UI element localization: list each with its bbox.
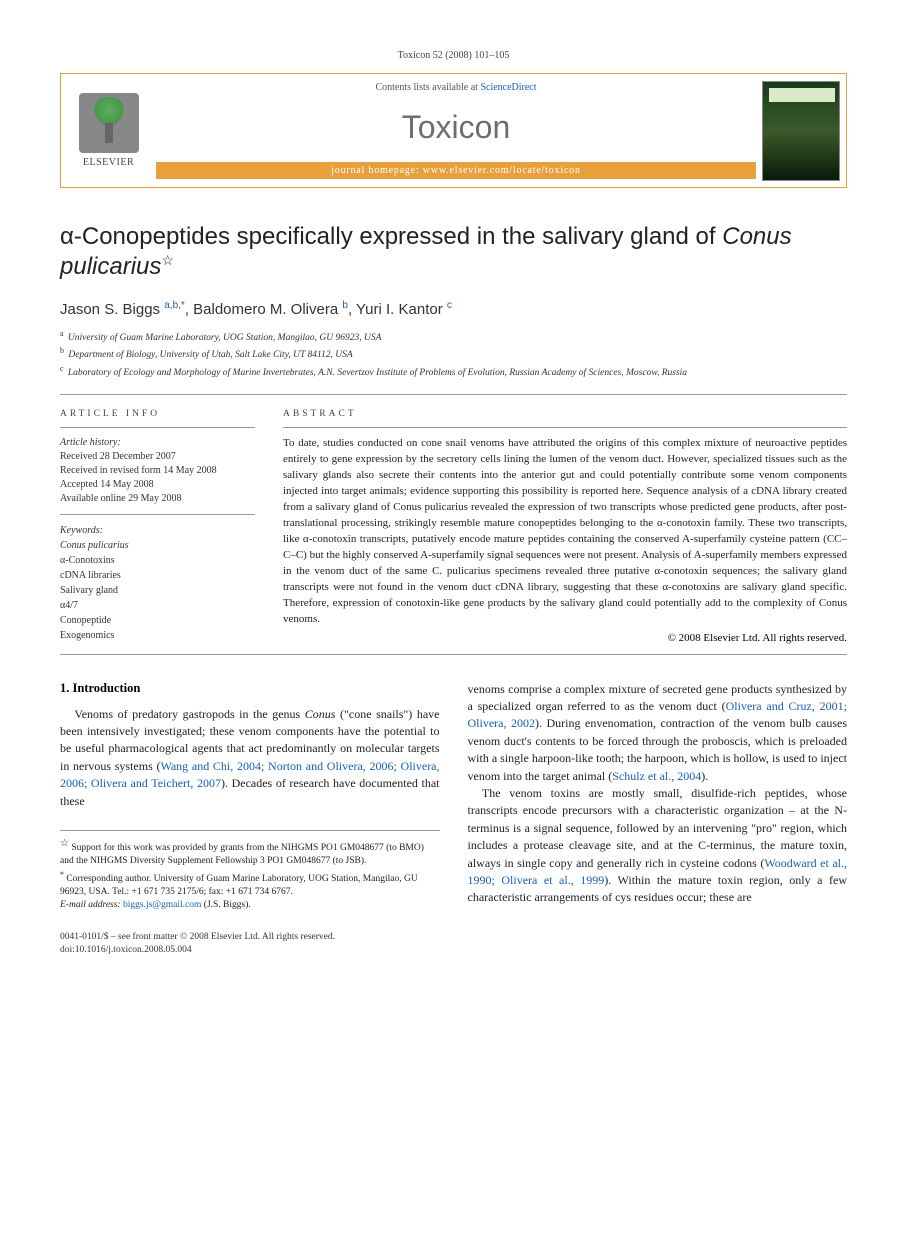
- section-heading-intro: 1. Introduction: [60, 681, 440, 696]
- authors-line: Jason S. Biggs a,b,*, Baldomero M. Olive…: [60, 300, 847, 318]
- publisher-name: ELSEVIER: [83, 157, 134, 168]
- footer: 0041-0101/$ – see front matter © 2008 El…: [60, 931, 847, 958]
- divider: [60, 427, 255, 428]
- affiliations: a University of Guam Marine Laboratory, …: [60, 328, 847, 380]
- body-paragraph: The venom toxins are mostly small, disul…: [468, 785, 848, 907]
- divider: [60, 654, 847, 655]
- history-label: Article history:: [60, 436, 255, 450]
- journal-name: Toxicon: [402, 109, 511, 146]
- journal-cover-icon: [762, 81, 840, 181]
- footnote-funding: ☆ Support for this work was provided by …: [60, 837, 440, 869]
- article-history: Article history: Received 28 December 20…: [60, 436, 255, 506]
- keywords-label: Keywords:: [60, 523, 255, 538]
- body-paragraph: Venoms of predatory gastropods in the ge…: [60, 706, 440, 810]
- running-head: Toxicon 52 (2008) 101–105: [60, 50, 847, 61]
- cover-thumb-block: [756, 74, 846, 187]
- copyright: © 2008 Elsevier Ltd. All rights reserved…: [283, 632, 847, 644]
- history-line: Available online 29 May 2008: [60, 492, 255, 506]
- keywords-block: Keywords: Conus pulicarius α-Conotoxins …: [60, 523, 255, 643]
- keyword: Exogenomics: [60, 628, 255, 643]
- article-info-left: ARTICLE INFO Article history: Received 2…: [60, 409, 255, 643]
- divider: [60, 514, 255, 515]
- abstract-block: ABSTRACT To date, studies conducted on c…: [283, 409, 847, 643]
- email-link[interactable]: biggs.js@gmail.com: [123, 900, 201, 910]
- body-columns: 1. Introduction Venoms of predatory gast…: [60, 681, 847, 913]
- keyword: α-Conotoxins: [60, 553, 255, 568]
- article-info-row: ARTICLE INFO Article history: Received 2…: [60, 409, 847, 643]
- keyword: Conus pulicarius: [60, 538, 255, 553]
- body-col-left: 1. Introduction Venoms of predatory gast…: [60, 681, 440, 913]
- title-text: α-Conopeptides specifically expressed in…: [60, 223, 722, 250]
- body-paragraph: venoms comprise a complex mixture of sec…: [468, 681, 848, 785]
- footer-copyright: 0041-0101/$ – see front matter © 2008 El…: [60, 931, 847, 944]
- abstract-heading: ABSTRACT: [283, 409, 847, 419]
- keyword: Salivary gland: [60, 583, 255, 598]
- publisher-logo-block: ELSEVIER: [61, 74, 156, 187]
- header-center: Contents lists available at ScienceDirec…: [156, 74, 756, 187]
- article-title: α-Conopeptides specifically expressed in…: [60, 222, 847, 282]
- footer-doi: doi:10.1016/j.toxicon.2008.05.004: [60, 944, 847, 957]
- title-footnote-star-icon: ☆: [161, 252, 174, 268]
- journal-header: ELSEVIER Contents lists available at Sci…: [60, 73, 847, 188]
- keyword: Conopeptide: [60, 613, 255, 628]
- keyword: α4/7: [60, 598, 255, 613]
- divider: [283, 427, 847, 428]
- contents-line: Contents lists available at ScienceDirec…: [375, 82, 536, 93]
- title-block: α-Conopeptides specifically expressed in…: [60, 222, 847, 282]
- history-line: Received in revised form 14 May 2008: [60, 464, 255, 478]
- body-col-right: venoms comprise a complex mixture of sec…: [468, 681, 848, 913]
- citation-link[interactable]: Schulz et al., 2004: [612, 769, 701, 783]
- sciencedirect-link[interactable]: ScienceDirect: [480, 82, 536, 93]
- footnote-corresponding: * Corresponding author. University of Gu…: [60, 869, 440, 900]
- elsevier-tree-icon: [79, 93, 139, 153]
- footnote-email: E-mail address: biggs.js@gmail.com (J.S.…: [60, 899, 440, 912]
- history-line: Received 28 December 2007: [60, 450, 255, 464]
- contents-prefix: Contents lists available at: [375, 82, 480, 93]
- abstract-text: To date, studies conducted on cone snail…: [283, 436, 847, 627]
- keyword: cDNA libraries: [60, 568, 255, 583]
- history-line: Accepted 14 May 2008: [60, 478, 255, 492]
- article-info-heading: ARTICLE INFO: [60, 409, 255, 419]
- footnotes: ☆ Support for this work was provided by …: [60, 830, 440, 913]
- journal-homepage: journal homepage: www.elsevier.com/locat…: [156, 162, 756, 179]
- divider: [60, 394, 847, 395]
